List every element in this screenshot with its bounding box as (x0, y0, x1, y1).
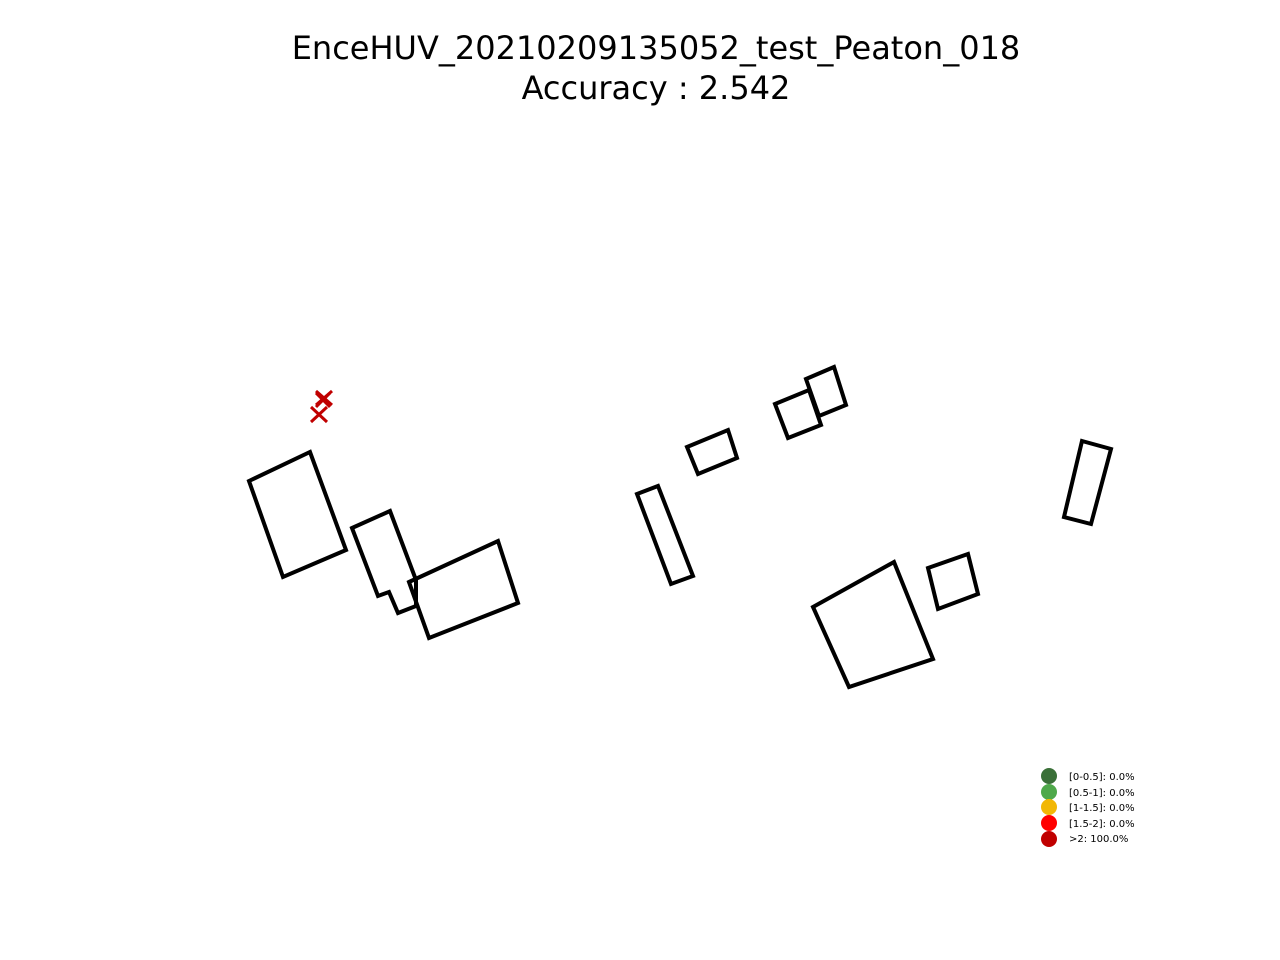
position-marker (314, 391, 332, 409)
position-marker (309, 405, 329, 424)
building-footprint (925, 551, 981, 612)
legend-label: [1-1.5]: 0.0% (1069, 803, 1135, 814)
building-footprint (1061, 438, 1114, 527)
building-footprint (246, 449, 349, 580)
position-markers (309, 389, 333, 424)
legend-swatch (1041, 831, 1057, 847)
legend-swatch (1041, 784, 1057, 800)
legend-swatch (1041, 815, 1057, 831)
building-footprint (684, 427, 740, 477)
legend-label: [0.5-1]: 0.0% (1069, 788, 1135, 799)
legend: [0-0.5]: 0.0% [0.5-1]: 0.0% [1-1.5]: 0.0… (1041, 768, 1135, 847)
buildings-layer (246, 364, 1114, 690)
legend-swatch (1041, 768, 1057, 784)
building-footprint (810, 559, 936, 690)
building-footprint (772, 387, 824, 441)
figure-title: EnceHUV_20210209135052_test_Peaton_018 (292, 29, 1021, 67)
legend-label: [0-0.5]: 0.0% (1069, 772, 1135, 783)
accuracy-subtitle: Accuracy : 2.542 (522, 69, 791, 107)
legend-label: [1.5-2]: 0.0% (1069, 819, 1135, 830)
legend-swatch (1041, 799, 1057, 815)
legend-label: >2: 100.0% (1069, 834, 1128, 845)
building-footprint (634, 483, 696, 587)
building-footprint (349, 508, 418, 616)
building-footprint (803, 364, 849, 419)
building-footprint (406, 538, 521, 641)
